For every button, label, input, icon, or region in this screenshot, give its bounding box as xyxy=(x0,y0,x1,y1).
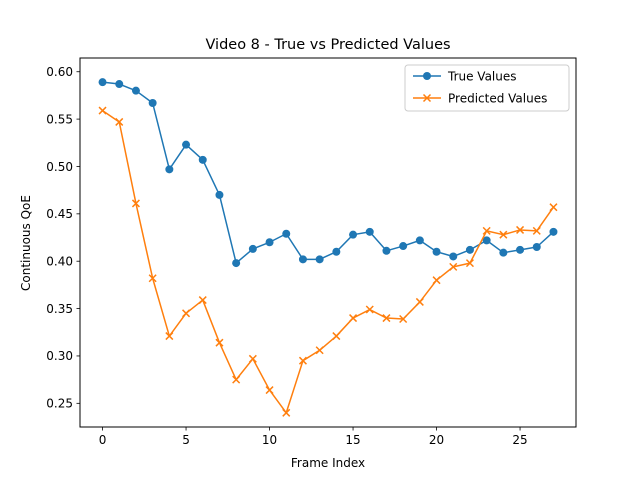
plot-content xyxy=(98,78,558,417)
true-values-point xyxy=(148,99,157,107)
predicted-values-line xyxy=(102,109,555,414)
true-values-point xyxy=(182,140,191,149)
y-tick-label: 0.30 xyxy=(46,349,73,363)
legend-marker-predicted-values xyxy=(422,93,432,103)
predicted-values-point xyxy=(532,226,541,235)
true-values-point xyxy=(349,230,358,239)
predicted-values-point xyxy=(432,276,441,285)
predicted-values-point xyxy=(232,375,241,384)
true-values-point xyxy=(98,78,107,87)
legend: True Values Predicted Values xyxy=(404,64,570,112)
predicted-values-point xyxy=(332,332,341,341)
predicted-values-point xyxy=(298,356,307,365)
predicted-values-point xyxy=(265,386,274,395)
true-values-point xyxy=(382,246,391,255)
true-values-point xyxy=(215,190,224,199)
true-values-point xyxy=(115,80,124,89)
true-values-point xyxy=(332,247,341,256)
true-values-point xyxy=(298,255,307,264)
chart-title: Video 8 - True vs Predicted Values xyxy=(205,37,450,53)
true-values-line xyxy=(102,81,554,264)
x-axis: 0 5 10 15 20 25 xyxy=(99,427,528,447)
predicted-values-point xyxy=(182,309,191,318)
true-values-point xyxy=(499,248,508,257)
y-axis: 0.25 0.30 0.35 0.40 0.45 0.50 0.55 0.60 xyxy=(46,65,80,411)
true-values-point xyxy=(532,243,541,251)
true-values-point xyxy=(549,227,558,236)
predicted-values-point xyxy=(499,230,508,239)
true-values-point xyxy=(399,242,408,251)
legend-marker-true-values xyxy=(423,72,431,80)
predicted-values-point xyxy=(148,274,157,283)
plot-frame xyxy=(79,57,577,428)
predicted-values-point xyxy=(98,106,107,115)
predicted-values-point xyxy=(315,346,324,355)
true-values-point xyxy=(432,247,441,256)
predicted-values-point xyxy=(115,117,124,126)
true-values-point xyxy=(265,238,274,247)
y-tick-label: 0.50 xyxy=(46,160,73,174)
y-axis-label: Continuous QoE xyxy=(19,195,33,291)
y-tick-label: 0.55 xyxy=(46,112,73,126)
true-values-point xyxy=(315,255,324,264)
predicted-values-point xyxy=(415,297,424,306)
predicted-values-point xyxy=(365,305,374,314)
x-tick-label: 5 xyxy=(182,433,190,447)
x-tick-label: 10 xyxy=(262,433,277,447)
true-values-point xyxy=(465,245,474,254)
legend-label-predicted-values: Predicted Values xyxy=(448,91,547,105)
true-values-point xyxy=(482,236,491,245)
legend-box xyxy=(404,64,570,112)
x-tick-label: 15 xyxy=(345,433,360,447)
predicted-values-point xyxy=(449,262,458,271)
true-values-point xyxy=(516,245,525,254)
predicted-values-point xyxy=(482,226,491,235)
true-values-point xyxy=(415,236,424,245)
x-tick-label: 20 xyxy=(429,433,444,447)
x-tick-label: 25 xyxy=(512,433,527,447)
y-tick-label: 0.25 xyxy=(46,397,73,411)
predicted-values-point xyxy=(549,203,558,212)
predicted-values-point xyxy=(516,225,525,234)
true-values-point xyxy=(248,244,257,253)
predicted-values-point xyxy=(382,314,391,323)
predicted-values-point xyxy=(131,199,140,208)
true-values-point xyxy=(232,259,241,268)
y-tick-label: 0.35 xyxy=(46,302,73,316)
predicted-values-point xyxy=(165,332,174,341)
y-tick-label: 0.60 xyxy=(46,65,73,79)
x-axis-label: Frame Index xyxy=(291,456,365,470)
true-values-point xyxy=(282,229,291,238)
true-values-point xyxy=(365,227,374,236)
y-tick-label: 0.45 xyxy=(46,207,73,221)
predicted-values-point xyxy=(198,296,207,305)
predicted-values-point xyxy=(465,259,474,268)
predicted-values-point xyxy=(349,314,358,323)
y-tick-label: 0.40 xyxy=(46,255,73,269)
predicted-values-point xyxy=(248,354,257,363)
true-values-point xyxy=(131,86,140,95)
x-tick-label: 0 xyxy=(99,433,107,447)
predicted-values-point xyxy=(282,408,291,417)
true-values-point xyxy=(198,155,207,164)
true-values-point xyxy=(165,165,174,174)
predicted-values-point xyxy=(215,338,224,347)
true-values-point xyxy=(449,252,458,261)
legend-label-true-values: True Values xyxy=(447,69,517,83)
predicted-values-point xyxy=(399,314,408,324)
